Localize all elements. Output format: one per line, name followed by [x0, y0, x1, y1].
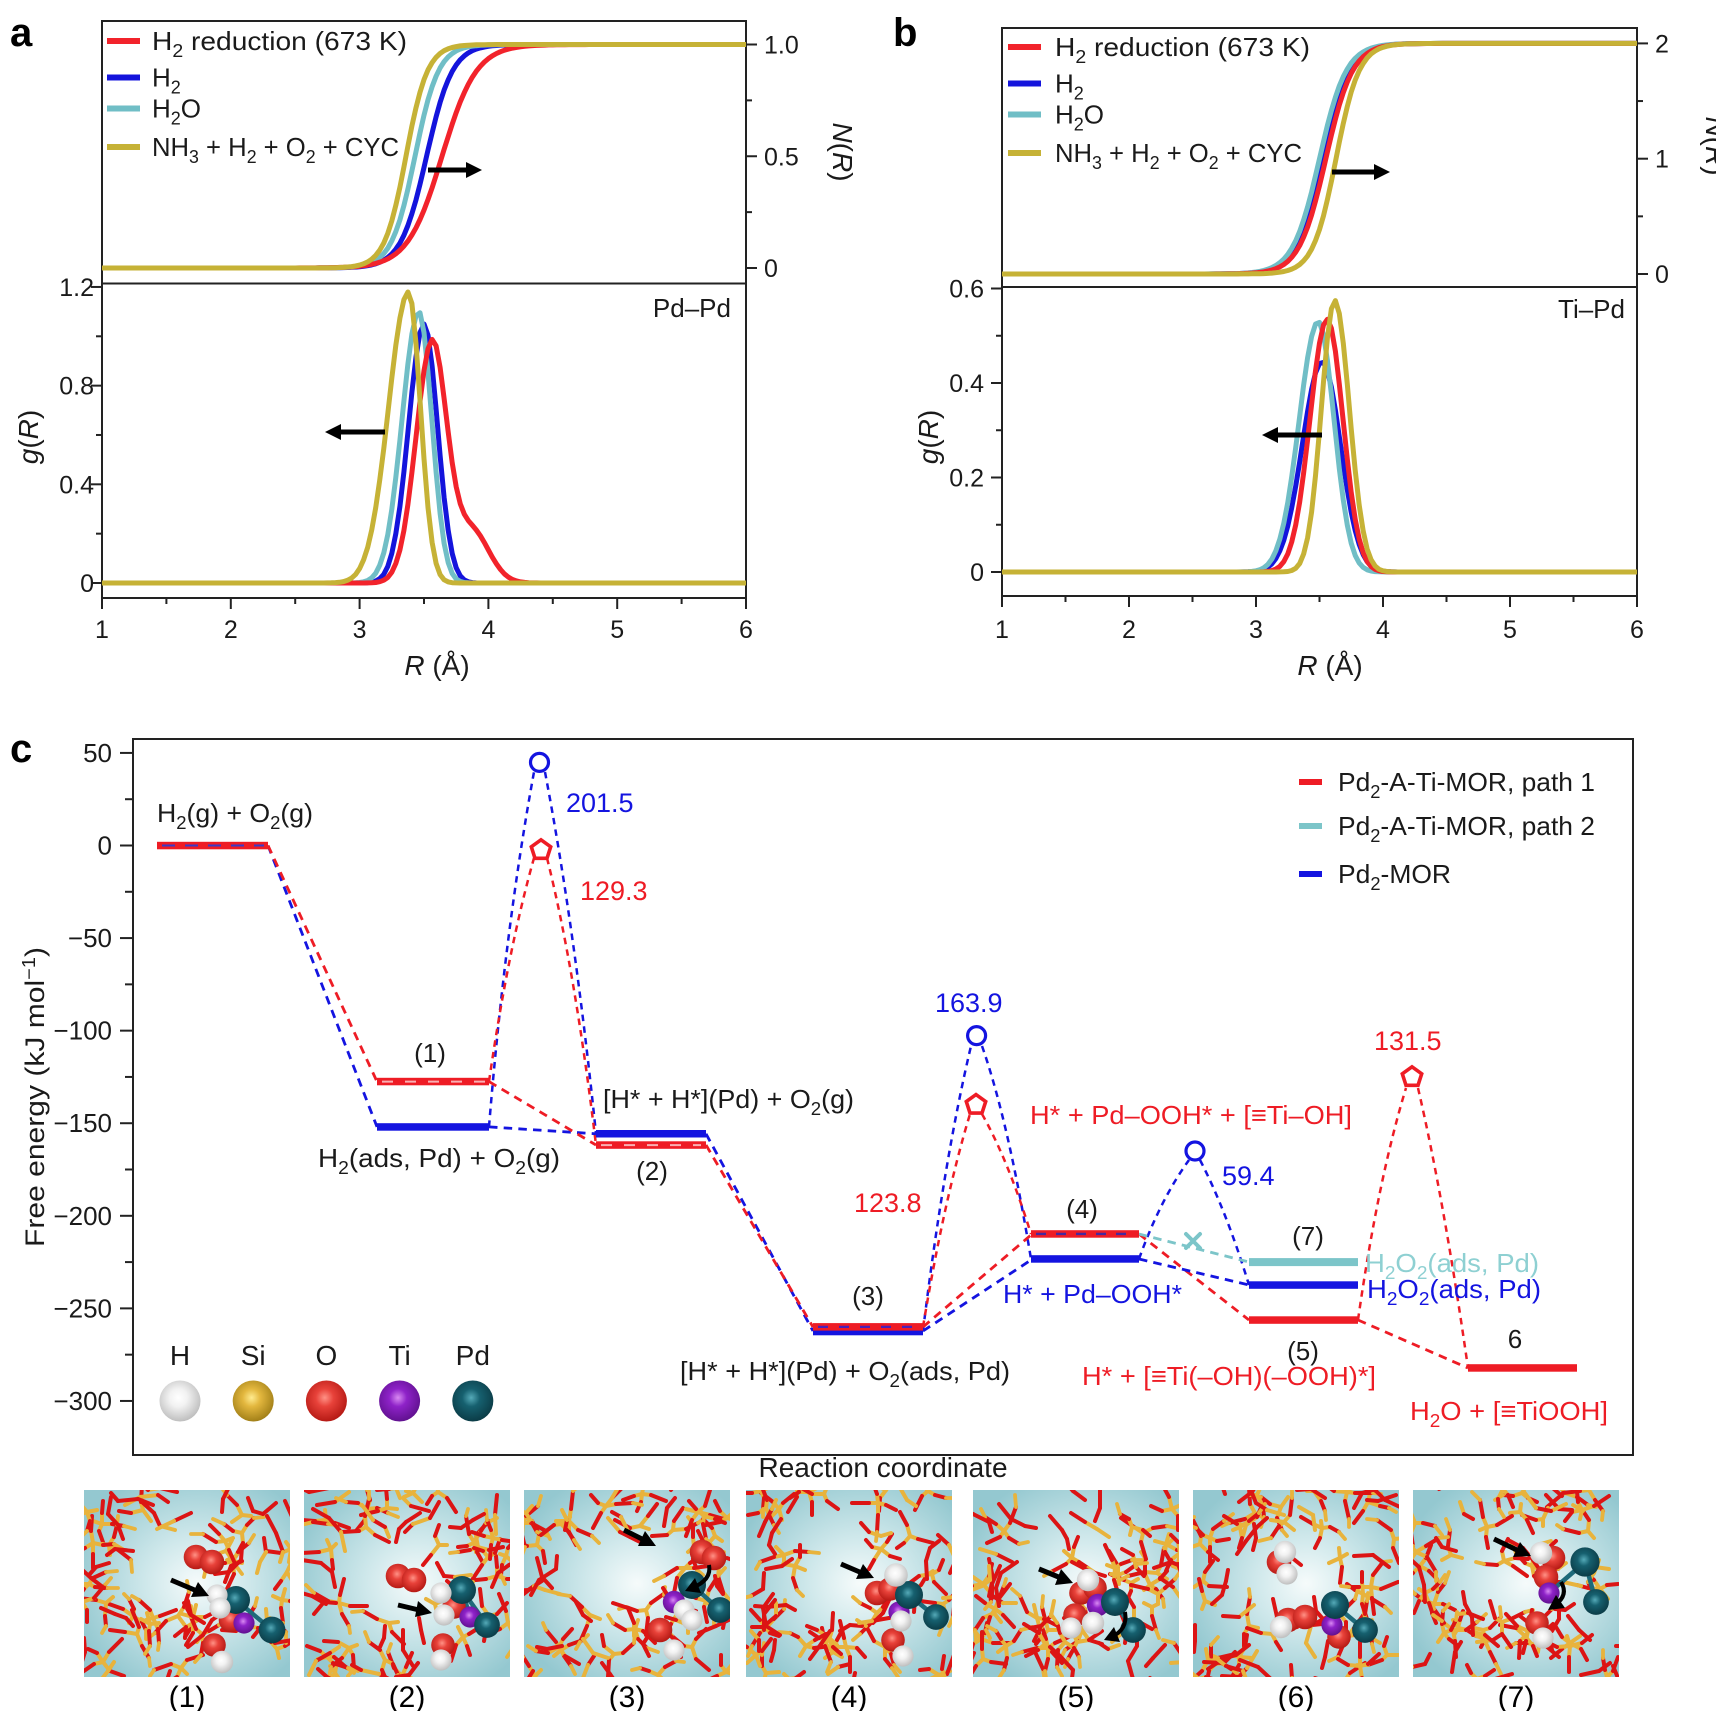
svg-text:5: 5 — [610, 616, 624, 644]
svg-text:123.8: 123.8 — [854, 1188, 922, 1218]
svg-text:0.2: 0.2 — [949, 465, 984, 493]
svg-text:b: b — [893, 11, 917, 55]
svg-text:Pd–Pd: Pd–Pd — [653, 293, 731, 323]
svg-text:0: 0 — [970, 559, 984, 587]
svg-text:201.5: 201.5 — [566, 788, 634, 818]
svg-text:[H* + H*](Pd) + O2​(ads, Pd): [H* + H*](Pd) + O2​(ads, Pd) — [680, 1356, 1010, 1391]
svg-text:1: 1 — [1655, 146, 1669, 174]
svg-text:1: 1 — [995, 616, 1009, 644]
svg-text:Pd2​-A-Ti-MOR, path 1: Pd2​-A-Ti-MOR, path 1 — [1338, 767, 1595, 802]
svg-text:0: 0 — [98, 831, 112, 861]
svg-text:(1): (1) — [414, 1038, 446, 1068]
svg-text:H2​O: H2​O — [1055, 100, 1104, 135]
svg-text:0: 0 — [1655, 261, 1669, 289]
svg-text:R (Å): R (Å) — [404, 650, 469, 681]
svg-text:(6): (6) — [1278, 1681, 1315, 1711]
svg-text:0.4: 0.4 — [59, 471, 94, 499]
svg-text:(7): (7) — [1498, 1681, 1535, 1711]
svg-text:NH3​ + H2​ + O2​ + CYC: NH3​ + H2​ + O2​ + CYC — [152, 132, 399, 167]
svg-text:59.4: 59.4 — [1222, 1161, 1275, 1191]
svg-text:Pd2​-MOR: Pd2​-MOR — [1338, 859, 1451, 894]
svg-text:0.4: 0.4 — [949, 370, 984, 398]
svg-text:3: 3 — [353, 616, 367, 644]
svg-text:N(R): N(R) — [1700, 116, 1716, 175]
svg-text:H* + Pd–OOH* + [≡Ti–OH]: H* + Pd–OOH* + [≡Ti–OH] — [1030, 1100, 1352, 1130]
svg-text:(2): (2) — [389, 1681, 426, 1711]
svg-text:129.3: 129.3 — [580, 876, 648, 906]
svg-text:−50: −50 — [68, 923, 112, 953]
svg-text:H* + [≡Ti(–OH)(–OOH)*]: H* + [≡Ti(–OH)(–OOH)*] — [1082, 1361, 1376, 1391]
svg-text:(4): (4) — [1066, 1194, 1098, 1224]
svg-text:(2): (2) — [636, 1156, 668, 1186]
svg-text:Pd2​-A-Ti-MOR, path 2: Pd2​-A-Ti-MOR, path 2 — [1338, 811, 1595, 846]
svg-text:131.5: 131.5 — [1374, 1026, 1442, 1056]
svg-text:6: 6 — [739, 616, 753, 644]
svg-text:Ti–Pd: Ti–Pd — [1558, 294, 1625, 324]
svg-text:Ti: Ti — [388, 1340, 410, 1371]
svg-text:Reaction coordinate: Reaction coordinate — [758, 1452, 1007, 1483]
svg-text:0.8: 0.8 — [59, 373, 94, 401]
svg-text:(5): (5) — [1287, 1336, 1319, 1366]
svg-text:Free energy (kJ mol−1​): Free energy (kJ mol−1​) — [19, 947, 50, 1247]
svg-text:(5): (5) — [1058, 1681, 1095, 1711]
svg-text:1.0: 1.0 — [764, 32, 799, 60]
svg-text:H* + Pd–OOH*: H* + Pd–OOH* — [1003, 1279, 1182, 1309]
svg-text:−150: −150 — [53, 1108, 112, 1138]
svg-text:1.2: 1.2 — [59, 274, 94, 302]
svg-text:4: 4 — [1376, 616, 1390, 644]
svg-text:2: 2 — [1655, 30, 1669, 58]
svg-text:R (Å): R (Å) — [1297, 650, 1362, 681]
svg-text:N(R): N(R) — [827, 122, 858, 181]
svg-text:g(R): g(R) — [913, 410, 944, 464]
svg-text:3: 3 — [1249, 616, 1263, 644]
svg-text:6: 6 — [1630, 616, 1644, 644]
svg-text:−250: −250 — [53, 1293, 112, 1323]
svg-text:(4): (4) — [831, 1681, 868, 1711]
svg-text:0.6: 0.6 — [949, 276, 984, 304]
svg-text:a: a — [10, 11, 33, 55]
svg-text:−100: −100 — [53, 1016, 112, 1046]
svg-text:(3): (3) — [609, 1681, 646, 1711]
svg-text:0: 0 — [764, 255, 778, 283]
svg-text:6: 6 — [1508, 1324, 1522, 1354]
svg-text:(3): (3) — [852, 1281, 884, 1311]
svg-text:0: 0 — [80, 570, 94, 598]
svg-text:−300: −300 — [53, 1386, 112, 1416]
svg-text:1: 1 — [95, 616, 109, 644]
svg-text:c: c — [10, 727, 32, 771]
svg-text:NH3​ + H2​ + O2​ + CYC: NH3​ + H2​ + O2​ + CYC — [1055, 138, 1302, 173]
svg-text:2: 2 — [224, 616, 238, 644]
svg-text:Si: Si — [241, 1340, 266, 1371]
svg-text:Pd: Pd — [456, 1340, 490, 1371]
svg-text:H2​ reduction (673 K): H2​ reduction (673 K) — [1055, 32, 1310, 67]
svg-text:2: 2 — [1122, 616, 1136, 644]
svg-text:g(R): g(R) — [13, 410, 44, 464]
svg-text:O: O — [316, 1340, 338, 1371]
svg-text:H: H — [170, 1340, 190, 1371]
svg-text:H2​ reduction (673 K): H2​ reduction (673 K) — [152, 26, 407, 61]
svg-text:0.5: 0.5 — [764, 143, 799, 171]
svg-text:50: 50 — [83, 738, 112, 768]
svg-text:5: 5 — [1503, 616, 1517, 644]
svg-text:−200: −200 — [53, 1201, 112, 1231]
svg-text:(1): (1) — [169, 1681, 206, 1711]
svg-text:4: 4 — [481, 616, 495, 644]
svg-text:163.9: 163.9 — [935, 988, 1003, 1018]
svg-text:(7): (7) — [1292, 1221, 1324, 1251]
svg-text:H2​O + [≡TiOOH]: H2​O + [≡TiOOH] — [1410, 1396, 1608, 1431]
